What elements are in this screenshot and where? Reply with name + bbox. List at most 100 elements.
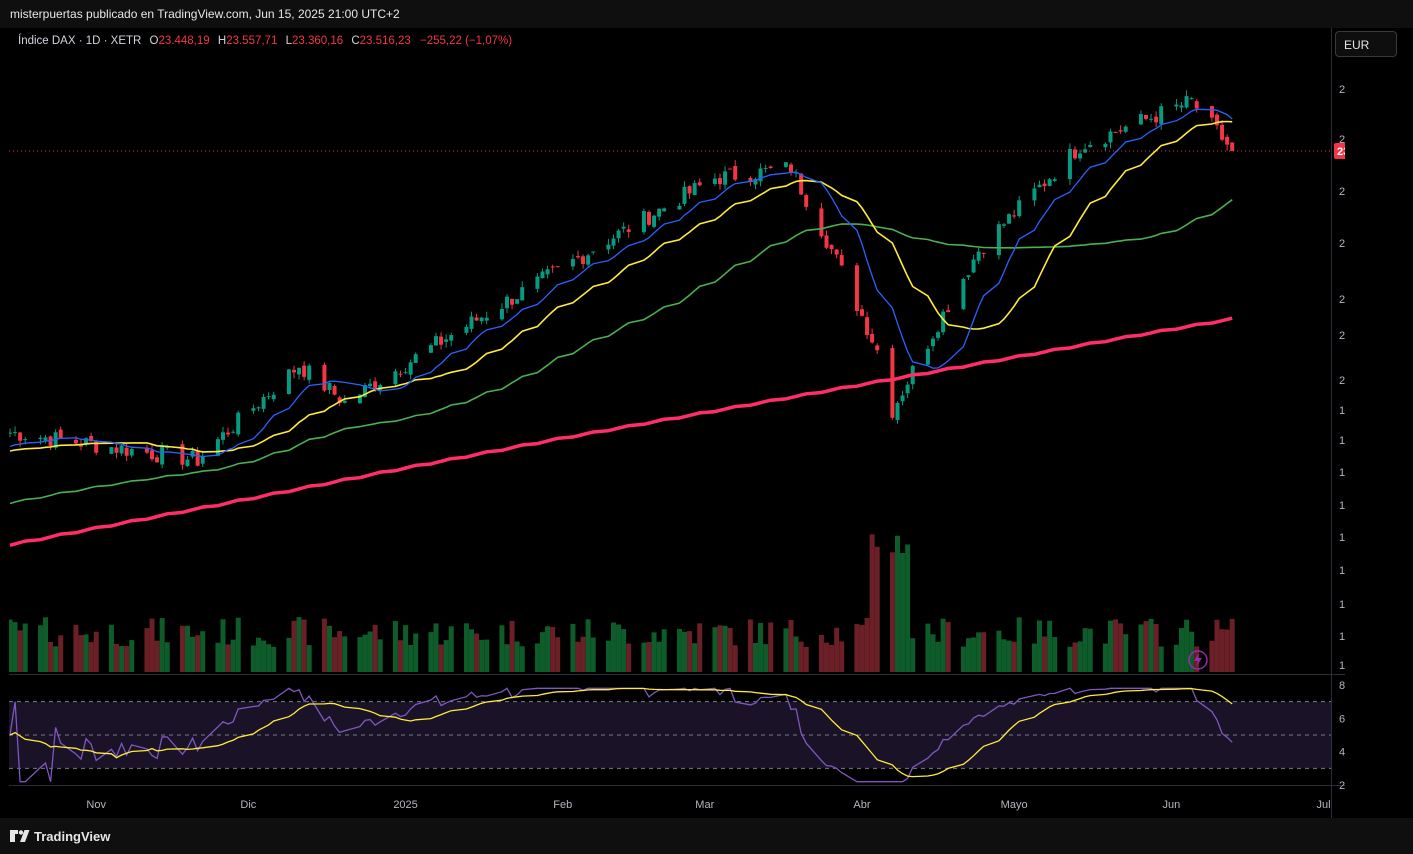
candle[interactable] [185, 459, 190, 467]
candle[interactable] [510, 298, 515, 305]
candle[interactable] [297, 367, 302, 375]
candle[interactable] [89, 435, 94, 442]
candle[interactable] [697, 182, 702, 186]
alert-bolt-icon[interactable] [1188, 650, 1208, 670]
chart-frame[interactable]: 23.516,23 24.500,00 23.700,00 22.900,00 22.1… [9, 28, 1345, 818]
candle[interactable] [905, 384, 910, 394]
candle[interactable] [1179, 105, 1184, 108]
candle[interactable] [875, 345, 880, 351]
candle[interactable] [717, 178, 722, 185]
candle[interactable] [1220, 125, 1225, 140]
candle[interactable] [200, 456, 205, 464]
candle[interactable] [865, 317, 870, 336]
candle[interactable] [895, 402, 900, 420]
candle[interactable] [464, 326, 469, 333]
candle[interactable] [38, 437, 43, 440]
candle[interactable] [1225, 136, 1230, 145]
candle[interactable] [256, 407, 261, 409]
candle[interactable] [966, 275, 971, 278]
candle[interactable] [78, 444, 83, 447]
candle[interactable] [616, 230, 621, 239]
candle[interactable] [1209, 106, 1214, 118]
candle[interactable] [444, 339, 449, 342]
candle[interactable] [540, 271, 545, 279]
candle[interactable] [733, 166, 738, 180]
candle[interactable] [357, 394, 362, 404]
candle[interactable] [1174, 104, 1179, 107]
candle[interactable] [109, 447, 114, 454]
candle[interactable] [520, 287, 525, 301]
candle[interactable] [342, 400, 347, 403]
candle[interactable] [393, 371, 398, 385]
candle[interactable] [332, 385, 337, 395]
candle[interactable] [925, 348, 930, 365]
candle[interactable] [398, 373, 403, 375]
candle[interactable] [687, 186, 692, 194]
candle[interactable] [606, 244, 611, 250]
candle[interactable] [763, 167, 768, 169]
candle[interactable] [971, 259, 976, 273]
candle[interactable] [652, 215, 657, 227]
candle[interactable] [545, 269, 550, 275]
currency-button[interactable]: EUR [1335, 31, 1397, 57]
candle[interactable] [1067, 148, 1072, 180]
candle[interactable] [677, 205, 682, 210]
candle[interactable] [114, 447, 119, 453]
candle[interactable] [961, 278, 966, 310]
candle[interactable] [819, 208, 824, 237]
candle[interactable] [575, 256, 580, 258]
candle[interactable] [484, 317, 489, 321]
candle[interactable] [368, 383, 373, 387]
candle[interactable] [43, 437, 48, 441]
candle[interactable] [1007, 214, 1012, 224]
candle[interactable] [753, 179, 758, 185]
candle[interactable] [84, 438, 89, 445]
candle[interactable] [1149, 118, 1154, 120]
candle[interactable] [165, 446, 170, 448]
candle[interactable] [362, 384, 367, 397]
candle[interactable] [337, 397, 342, 404]
candle[interactable] [641, 211, 646, 233]
candle[interactable] [570, 258, 575, 267]
candle[interactable] [794, 172, 799, 174]
tradingview-logo[interactable]: TradingView [10, 827, 110, 845]
candle[interactable] [1230, 142, 1235, 151]
candle[interactable] [1037, 184, 1042, 188]
candle[interactable] [236, 412, 241, 435]
candle[interactable] [1143, 114, 1148, 119]
candle[interactable] [1103, 143, 1108, 148]
candle[interactable] [859, 309, 864, 316]
candle[interactable] [195, 450, 200, 466]
candle[interactable] [58, 429, 63, 439]
candle[interactable] [758, 168, 763, 182]
candle[interactable] [1154, 116, 1159, 123]
candle[interactable] [976, 251, 981, 261]
candle[interactable] [9, 432, 12, 434]
candle[interactable] [555, 266, 560, 268]
candle[interactable] [1184, 96, 1189, 108]
candle[interactable] [124, 447, 129, 456]
candle[interactable] [261, 396, 266, 409]
candle[interactable] [657, 208, 662, 217]
candle[interactable] [900, 395, 905, 402]
candle[interactable] [271, 394, 276, 400]
candle[interactable] [190, 450, 195, 457]
candle[interactable] [449, 335, 454, 341]
candle[interactable] [18, 432, 23, 441]
candle[interactable] [504, 296, 509, 309]
candle[interactable] [1047, 179, 1052, 186]
candle[interactable] [251, 408, 256, 411]
candle[interactable] [946, 310, 951, 313]
candle[interactable] [403, 372, 408, 374]
candle[interactable] [94, 441, 99, 453]
candle[interactable] [226, 432, 231, 435]
candle[interactable] [439, 336, 444, 345]
candle[interactable] [1088, 144, 1093, 148]
candle[interactable] [307, 365, 312, 380]
candle[interactable] [286, 369, 291, 394]
candle[interactable] [728, 168, 733, 170]
candle[interactable] [941, 311, 946, 333]
candle[interactable] [144, 447, 149, 453]
candle[interactable] [53, 432, 58, 448]
candle[interactable] [834, 249, 839, 255]
